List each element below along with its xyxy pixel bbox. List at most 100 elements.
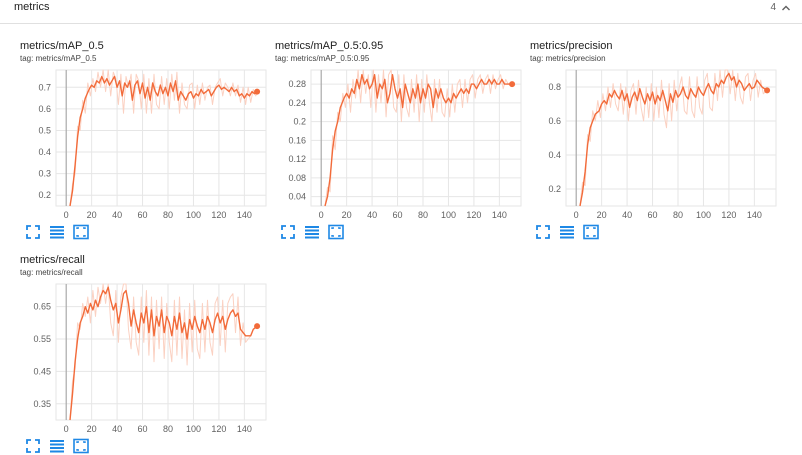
card-title: metrics/recall [20,254,85,266]
y-tick-label: 0.2 [293,117,306,127]
y-tick-label: 0.4 [548,150,561,160]
x-tick-label: 40 [112,210,122,220]
y-tick-label: 0.28 [288,79,306,89]
x-tick-label: 140 [237,424,252,434]
plot-frame [565,69,777,207]
fullscreen-icon[interactable] [25,438,41,454]
line-chart-precision[interactable]: 0.2 0.4 0.6 0.8 0 20 40 60 80 100 120 140 [530,66,780,224]
y-tick-label: 0.4 [38,147,51,157]
card-toolbar [280,224,344,240]
x-tick-label: 120 [721,210,736,220]
line-chart-map-0-5-0-95[interactable]: 0.04 0.08 0.12 0.16 0.2 0.24 0.28 0 20 40 60 80 100 1… [275,66,525,224]
x-tick-label: 120 [211,424,226,434]
card-tag: tag: metrics/mAP_0.5:0.95 [275,54,370,63]
chart-card-precision: metrics/precision tag: metrics/precision… [530,40,780,240]
x-tick-label: 140 [492,210,507,220]
card-title: metrics/mAP_0.5:0.95 [275,40,384,52]
y-tick-label: 0.3 [38,169,51,179]
smoothed-series-line [69,75,258,207]
x-tick-label: 0 [319,210,324,220]
y-tick-label: 0.7 [38,82,51,92]
y-tick-label: 0.2 [548,184,561,194]
last-value-marker [509,81,516,88]
group-title: metrics [14,1,50,13]
x-tick-label: 60 [648,210,658,220]
x-tick-label: 40 [112,424,122,434]
x-tick-label: 120 [211,210,226,220]
card-tag: tag: metrics/precision [530,54,606,63]
smoothed-series-line [579,72,768,207]
y-tick-label: 0.65 [33,302,51,312]
x-tick-label: 80 [673,210,683,220]
x-tick-label: 80 [163,210,173,220]
y-tick-label: 0.08 [288,173,306,183]
x-tick-label: 0 [64,424,69,434]
fullscreen-icon[interactable] [280,224,296,240]
last-value-marker [254,88,261,95]
x-tick-label: 100 [186,210,201,220]
smoothed-series-line [324,73,513,207]
y-tick-label: 0.45 [33,366,51,376]
data-table-icon[interactable] [49,438,65,454]
y-tick-label: 0.6 [38,104,51,114]
x-tick-label: 20 [87,424,97,434]
last-value-marker [254,323,261,330]
x-tick-label: 100 [186,424,201,434]
card-title: metrics/mAP_0.5 [20,40,104,52]
x-tick-label: 140 [747,210,762,220]
plot-frame [55,69,267,207]
group-count: 4 [770,2,776,13]
data-table-icon[interactable] [49,224,65,240]
card-toolbar [25,438,89,454]
fullscreen-icon[interactable] [25,224,41,240]
x-tick-label: 60 [393,210,403,220]
y-tick-label: 0.5 [38,125,51,135]
raw-series-line [69,69,258,207]
fit-domain-icon[interactable] [328,224,344,240]
y-tick-label: 0.35 [33,399,51,409]
y-tick-label: 0.12 [288,154,306,164]
y-tick-label: 0.16 [288,135,306,145]
chevron-up-icon[interactable] [780,2,792,14]
x-tick-label: 20 [597,210,607,220]
card-toolbar [535,224,599,240]
y-tick-label: 0.8 [548,82,561,92]
data-table-icon[interactable] [559,224,575,240]
raw-series-line [69,283,258,421]
x-tick-label: 0 [64,210,69,220]
y-tick-label: 0.24 [288,98,306,108]
card-title: metrics/precision [530,40,613,52]
x-tick-label: 20 [342,210,352,220]
line-chart-map-0-5[interactable]: 0.2 0.3 0.4 0.5 0.6 0.7 0 20 40 60 80 100 120 140 [20,66,270,224]
x-tick-label: 100 [441,210,456,220]
x-tick-label: 0 [574,210,579,220]
x-tick-label: 80 [163,424,173,434]
group-header[interactable]: metrics 4 [0,0,802,24]
y-tick-label: 0.04 [288,192,306,202]
x-tick-label: 120 [466,210,481,220]
x-tick-label: 40 [367,210,377,220]
smoothed-series-line [69,286,258,421]
fit-domain-icon[interactable] [73,224,89,240]
plot-frame [55,283,267,421]
card-toolbar [25,224,89,240]
card-tag: tag: metrics/recall [20,268,83,277]
x-tick-label: 20 [87,210,97,220]
x-tick-label: 60 [138,210,148,220]
fullscreen-icon[interactable] [535,224,551,240]
chart-card-map-0-5: metrics/mAP_0.5 tag: metrics/mAP_0.5 0.2… [20,40,270,240]
last-value-marker [764,87,771,94]
chart-card-recall: metrics/recall tag: metrics/recall 0.35 0… [20,254,270,454]
fit-domain-icon[interactable] [583,224,599,240]
y-tick-label: 0.55 [33,334,51,344]
x-tick-label: 60 [138,424,148,434]
data-table-icon[interactable] [304,224,320,240]
line-chart-recall[interactable]: 0.35 0.45 0.55 0.65 0 20 40 60 80 100 120 140 [20,280,270,438]
fit-domain-icon[interactable] [73,438,89,454]
y-tick-label: 0.2 [38,190,51,200]
x-tick-label: 40 [622,210,632,220]
plot-frame [310,69,522,207]
x-tick-label: 80 [418,210,428,220]
chart-card-map-0-5-0-95: metrics/mAP_0.5:0.95 tag: metrics/mAP_0.… [275,40,525,240]
raw-series-line [324,69,513,207]
